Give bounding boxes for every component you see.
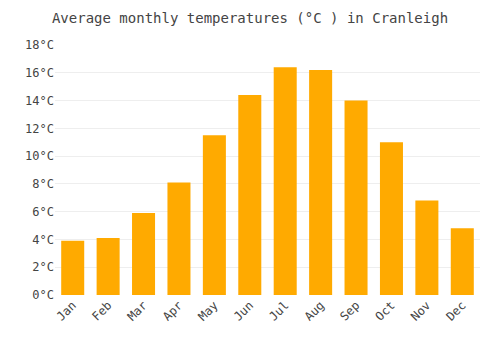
svg-text:10°C: 10°C xyxy=(25,149,54,163)
svg-text:Jul: Jul xyxy=(266,298,291,323)
svg-text:14°C: 14°C xyxy=(25,94,54,108)
svg-text:Dec: Dec xyxy=(443,298,468,323)
svg-text:4°C: 4°C xyxy=(32,233,54,247)
svg-text:16°C: 16°C xyxy=(25,66,54,80)
svg-text:Feb: Feb xyxy=(89,298,114,323)
svg-text:Jan: Jan xyxy=(54,298,79,323)
svg-text:Mar: Mar xyxy=(125,298,150,323)
svg-text:6°C: 6°C xyxy=(32,205,54,219)
svg-text:Aug: Aug xyxy=(302,298,327,323)
svg-text:Jun: Jun xyxy=(231,298,256,323)
svg-text:Apr: Apr xyxy=(160,298,185,323)
svg-text:8°C: 8°C xyxy=(32,177,54,191)
svg-text:Average monthly temperatures (: Average monthly temperatures (°C ) in Cr… xyxy=(52,10,448,26)
svg-text:12°C: 12°C xyxy=(25,122,54,136)
svg-text:Sep: Sep xyxy=(337,298,362,323)
svg-text:Nov: Nov xyxy=(408,298,433,323)
svg-text:0°C: 0°C xyxy=(32,288,54,302)
svg-text:Oct: Oct xyxy=(373,298,398,323)
svg-text:2°C: 2°C xyxy=(32,260,54,274)
svg-text:18°C: 18°C xyxy=(25,38,54,52)
svg-text:May: May xyxy=(196,298,221,323)
